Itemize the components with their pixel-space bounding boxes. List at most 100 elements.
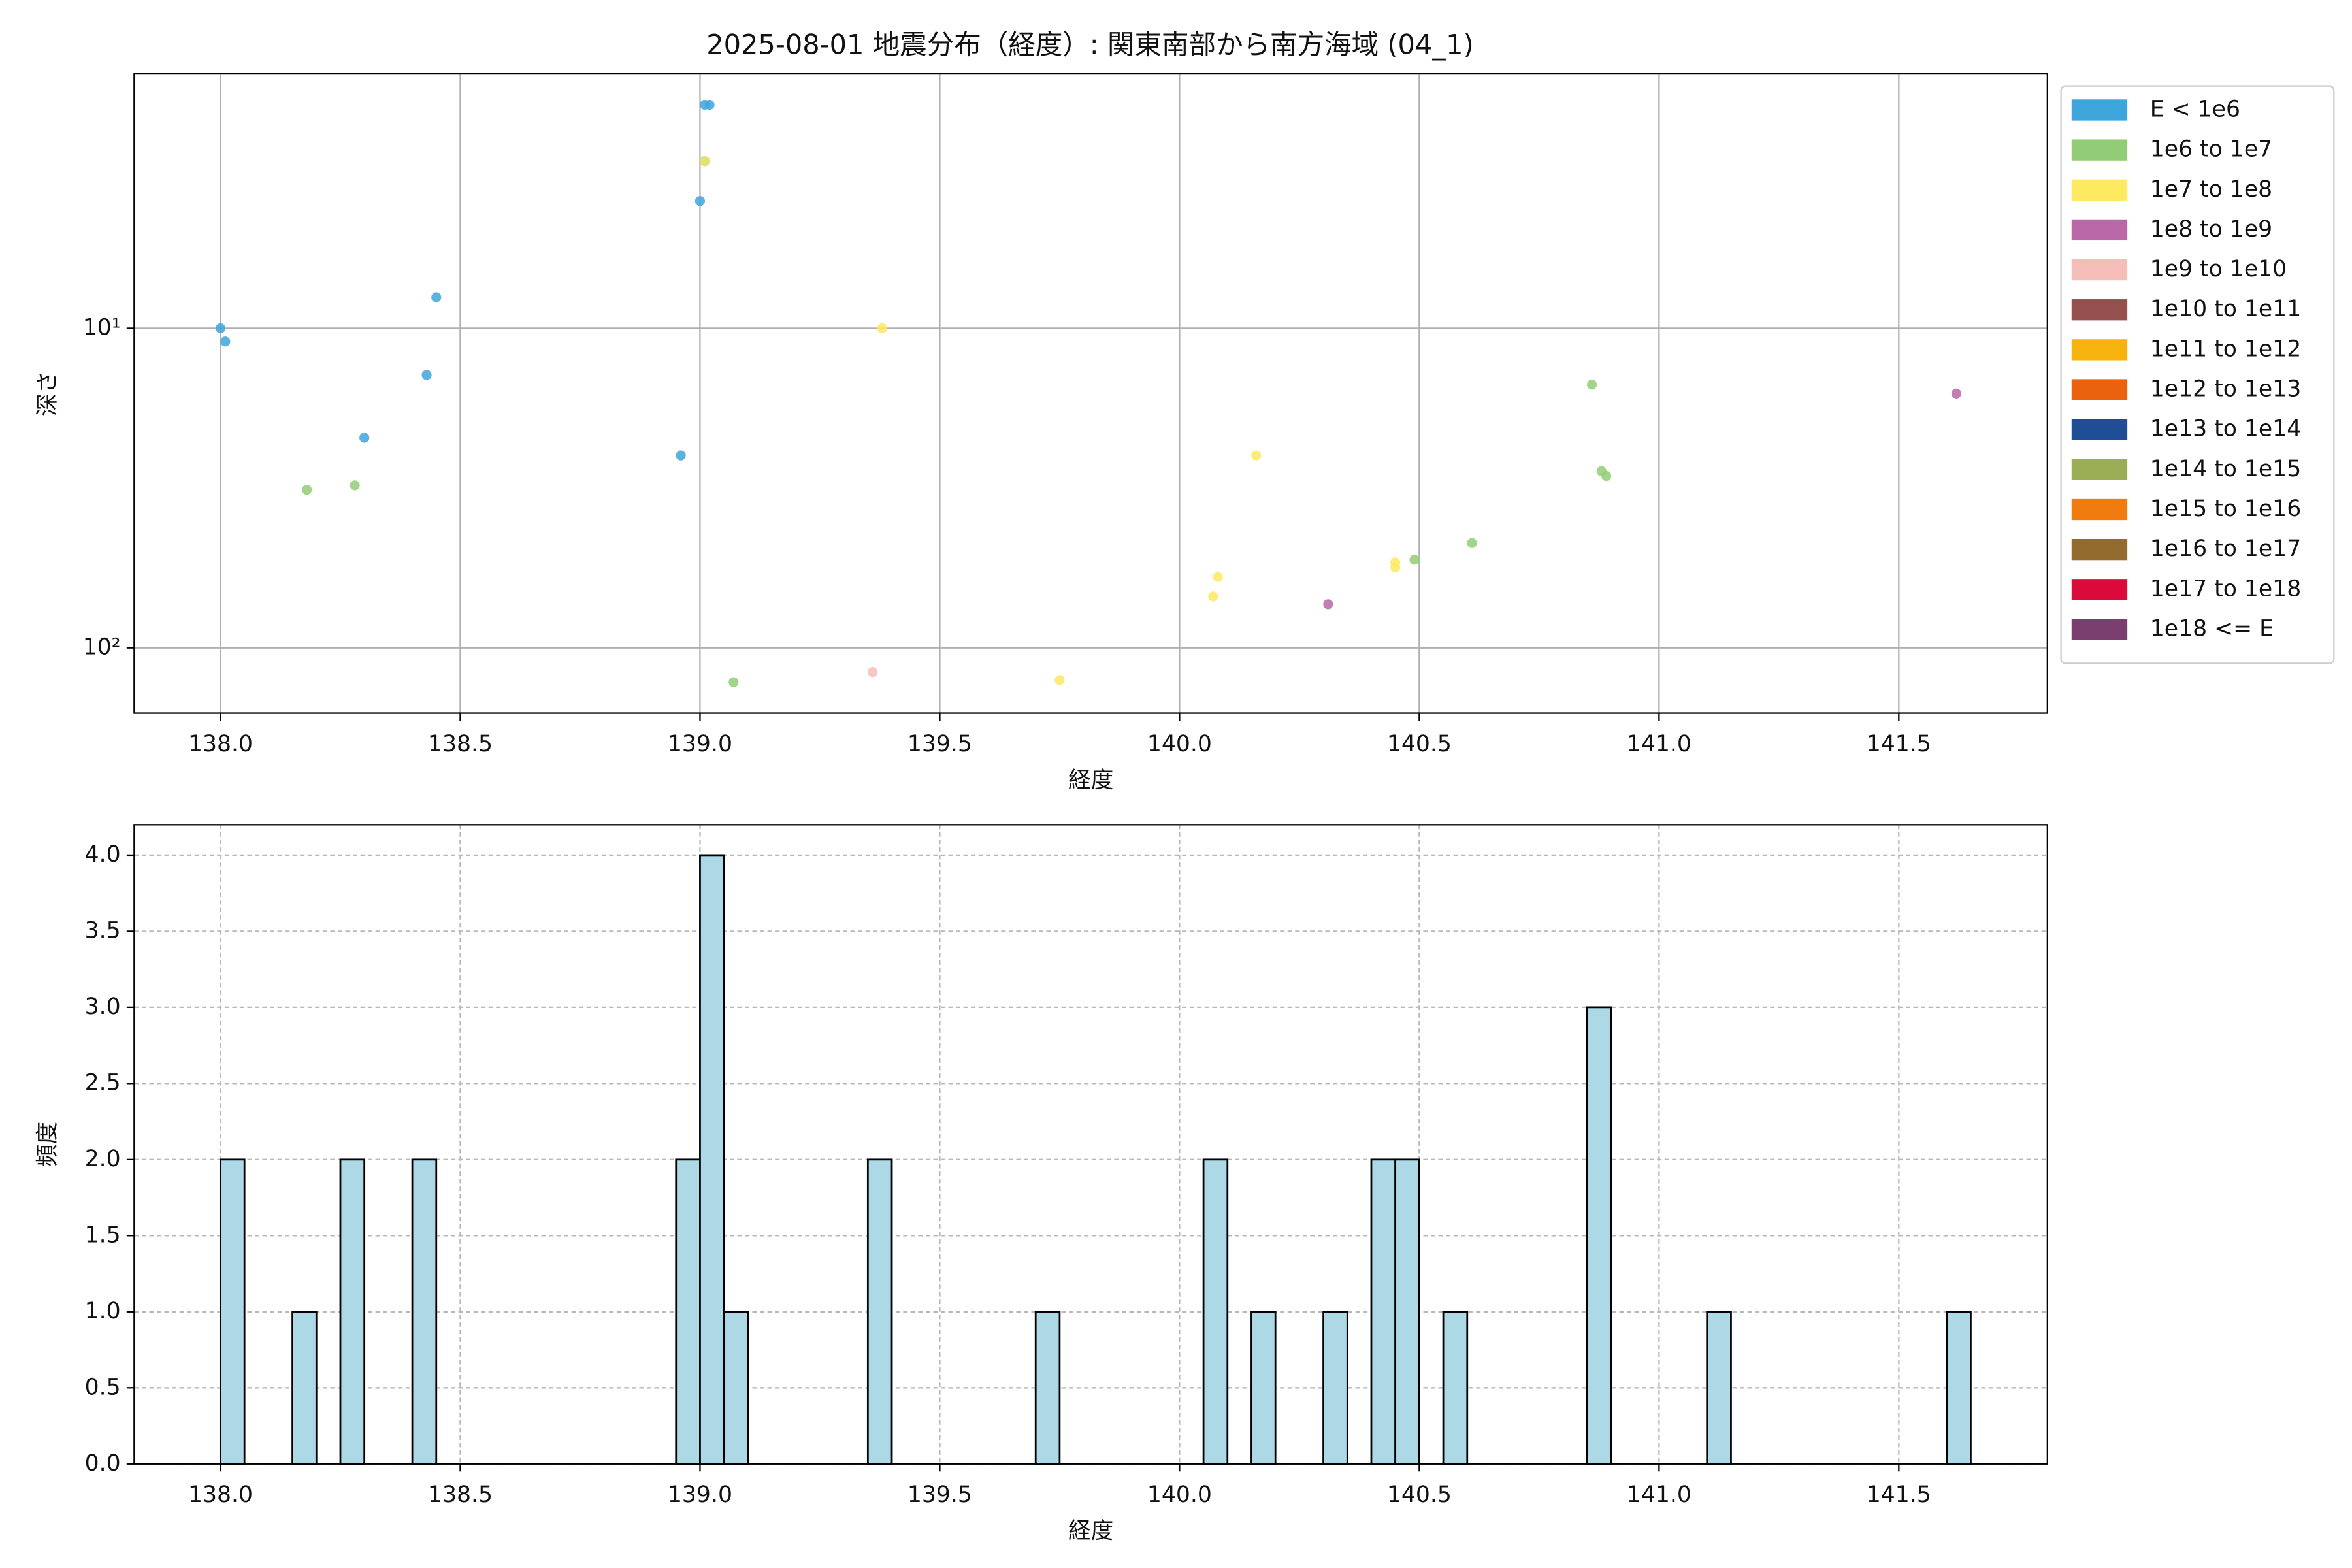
histogram-bar <box>1322 1311 1348 1465</box>
x-tick-label: 139.5 <box>907 731 972 757</box>
histogram-bar <box>699 854 725 1465</box>
x-tick-label: 141.5 <box>1867 1482 1931 1508</box>
scatter-point <box>694 196 706 206</box>
legend-label: 1e14 to 1e15 <box>2150 456 2301 482</box>
x-tick-label: 141.0 <box>1627 731 1691 757</box>
x-tick-label: 139.0 <box>668 731 732 757</box>
y-tick-label: 1.5 <box>85 1222 121 1248</box>
x-tick-label: 141.0 <box>1627 1482 1691 1508</box>
scatter-point <box>1601 471 1612 482</box>
scatter-point <box>676 450 686 461</box>
histogram-bar <box>220 1158 246 1465</box>
legend-label: 1e17 to 1e18 <box>2150 576 2301 602</box>
legend-label: 1e7 to 1e8 <box>2150 176 2272 203</box>
scatter-point <box>215 323 226 334</box>
histogram-bar <box>675 1158 701 1465</box>
scatter-point <box>431 292 442 302</box>
histogram-bar <box>1442 1311 1469 1465</box>
scatter-point <box>1208 591 1218 602</box>
legend-swatch <box>2071 619 2128 640</box>
histogram-bar <box>1394 1158 1420 1465</box>
x-axis-label: 経度 <box>1068 767 1113 793</box>
scatter-point <box>700 99 710 110</box>
legend-swatch <box>2071 259 2128 281</box>
histogram-bar <box>1034 1311 1061 1465</box>
y-tick-label: 2.0 <box>85 1146 121 1172</box>
legend-label: 1e18 <= E <box>2150 615 2274 642</box>
scatter-point <box>1054 675 1065 685</box>
scatter-point <box>1251 450 1262 461</box>
histogram-bar <box>1706 1311 1732 1465</box>
x-tick-label: 139.5 <box>907 1482 972 1508</box>
histogram-bar <box>1370 1158 1397 1465</box>
x-tick-label: 138.5 <box>428 731 493 757</box>
x-tick-label: 138.5 <box>428 1482 493 1508</box>
legend-label: 1e15 to 1e16 <box>2150 496 2301 522</box>
y-tick-label: 10² <box>83 634 121 661</box>
scatter-point <box>1409 555 1420 565</box>
x-tick-label: 140.0 <box>1147 731 1212 757</box>
legend-swatch <box>2071 339 2128 361</box>
scatter-point <box>868 667 878 678</box>
legend-swatch <box>2071 459 2128 480</box>
plot-frame <box>133 73 2048 714</box>
legend-label: 1e13 to 1e14 <box>2150 416 2301 442</box>
scatter-point <box>1390 562 1401 573</box>
y-tick-label: 1.0 <box>85 1298 121 1324</box>
legend-swatch <box>2071 139 2128 161</box>
legend-swatch <box>2071 99 2128 121</box>
legend-swatch <box>2071 579 2128 600</box>
y-axis-label: 頻度 <box>35 1122 61 1167</box>
histogram-bar <box>1202 1158 1229 1465</box>
y-tick-label: 10¹ <box>83 314 121 340</box>
scatter-point <box>1467 538 1477 548</box>
scatter-point <box>421 370 432 380</box>
legend-swatch <box>2071 539 2128 561</box>
scatter-point <box>301 484 312 495</box>
scatter-point <box>350 480 360 491</box>
plot-frame <box>133 824 2048 1465</box>
scatter-point <box>359 433 370 443</box>
x-tick-label: 139.0 <box>668 1482 732 1508</box>
legend-label: 1e11 to 1e12 <box>2150 336 2301 362</box>
scatter-point <box>728 677 739 687</box>
legend-label: 1e9 to 1e10 <box>2150 256 2287 282</box>
scatter-point <box>1213 572 1223 582</box>
histogram-bar <box>1946 1311 1972 1465</box>
legend-box <box>2060 85 2335 664</box>
legend-swatch <box>2071 179 2128 201</box>
x-tick-label: 138.0 <box>188 731 253 757</box>
x-tick-label: 138.0 <box>188 1482 253 1508</box>
histogram-bar <box>339 1158 366 1465</box>
y-tick-label: 0.0 <box>85 1450 121 1477</box>
scatter-point <box>220 336 231 347</box>
legend-label: 1e16 to 1e17 <box>2150 536 2301 562</box>
x-tick-label: 140.0 <box>1147 1482 1212 1508</box>
legend-label: E < 1e6 <box>2150 96 2240 122</box>
legend-swatch <box>2071 419 2128 440</box>
scatter-point <box>700 156 710 167</box>
x-tick-label: 140.5 <box>1387 731 1452 757</box>
scatter-point <box>1323 599 1333 610</box>
scatter-point <box>877 323 887 334</box>
y-tick-label: 3.5 <box>85 917 121 943</box>
histogram-bar <box>866 1158 893 1465</box>
legend-label: 1e6 to 1e7 <box>2150 137 2272 163</box>
x-tick-label: 140.5 <box>1387 1482 1452 1508</box>
histogram-bar <box>1586 1006 1612 1465</box>
scatter-point <box>1951 388 1962 399</box>
histogram-bar <box>723 1311 749 1465</box>
scatter-point <box>1586 379 1597 390</box>
y-axis-label: 深さ <box>35 371 61 416</box>
x-axis-label: 経度 <box>1068 1518 1113 1544</box>
y-tick-label: 3.0 <box>85 994 121 1020</box>
legend-swatch <box>2071 299 2128 321</box>
histogram-bar <box>1250 1311 1277 1465</box>
y-tick-label: 0.5 <box>85 1374 121 1400</box>
x-tick-label: 141.5 <box>1867 731 1931 757</box>
legend-swatch <box>2071 219 2128 241</box>
y-tick-label: 2.5 <box>85 1070 121 1096</box>
histogram-bar <box>291 1311 318 1465</box>
